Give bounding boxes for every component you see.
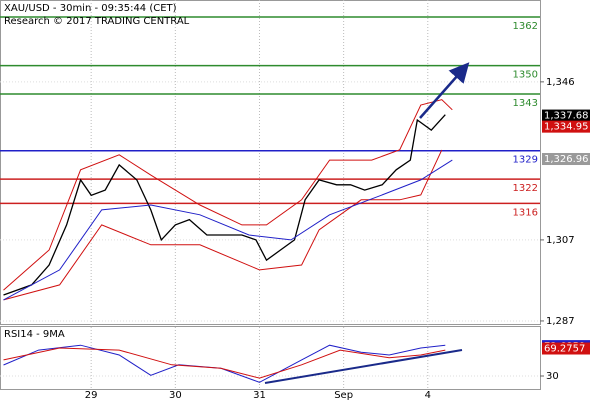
main-panel [0, 0, 541, 325]
series-line [3, 149, 443, 301]
rsi-panel [0, 326, 541, 390]
y-tick-label: 1,346 [546, 77, 575, 88]
x-tick-label: Sep [334, 390, 353, 400]
level-label: 1322 [513, 183, 538, 194]
x-tick-label: 30 [169, 390, 182, 400]
y-tick-label: 1,287 [546, 316, 575, 327]
rsi-trendline [264, 349, 463, 384]
x-tick-label: 29 [85, 390, 98, 400]
series-line [3, 114, 446, 296]
y-tick-label: 1,307 [546, 235, 575, 246]
level-label: 1362 [513, 21, 538, 32]
y-tick-label: 30 [546, 371, 559, 382]
level-label: 1343 [513, 98, 538, 109]
price-tag [542, 109, 590, 122]
rsi-title: RSI14 - 9MA [4, 329, 65, 340]
price-tag-label: 1,326.96 [544, 154, 589, 165]
x-tick-label: 31 [253, 390, 266, 400]
series-line [3, 159, 453, 301]
level-label: 1316 [513, 207, 538, 218]
series-line [3, 347, 446, 379]
series-line [3, 99, 453, 291]
series-line [3, 344, 446, 383]
price-tag-label: 1,337.68 [544, 111, 589, 122]
price-tag [542, 153, 590, 166]
chart-subtitle: Research © 2017 TRADING CENTRAL [4, 16, 190, 27]
x-tick-label: 4 [425, 390, 431, 400]
chart-title: XAU/USD - 30min - 09:35:44 (CET) [4, 3, 177, 14]
forecast-arrow [419, 62, 470, 119]
price-tag [542, 120, 590, 133]
price-tag [542, 342, 590, 355]
price-tag-label: 1,334.95 [544, 122, 589, 133]
price-tag-label: 69.2757 [544, 344, 585, 355]
level-label: 1329 [513, 155, 538, 166]
level-label: 1350 [513, 70, 538, 81]
